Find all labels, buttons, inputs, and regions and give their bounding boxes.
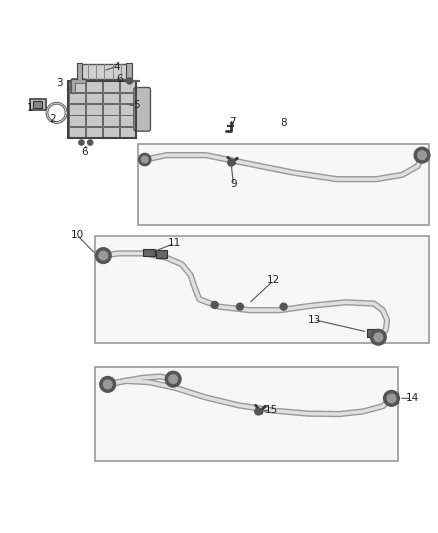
Bar	[86, 82, 102, 92]
Text: 6: 6	[116, 74, 123, 84]
Circle shape	[169, 375, 177, 383]
Text: 11: 11	[168, 238, 181, 248]
Circle shape	[141, 156, 148, 163]
Bar	[95, 236, 428, 343]
Circle shape	[100, 376, 116, 392]
Bar	[102, 104, 119, 115]
Text: 1: 1	[27, 103, 34, 114]
Bar	[120, 93, 136, 103]
Text: 2: 2	[49, 114, 56, 124]
Text: 4: 4	[113, 61, 120, 71]
Bar	[102, 116, 119, 126]
Text: 13: 13	[307, 315, 321, 325]
Bar	[155, 251, 167, 258]
Bar	[86, 104, 102, 115]
Text: 5: 5	[133, 100, 139, 110]
Bar	[81, 64, 127, 79]
Circle shape	[418, 151, 426, 159]
Bar	[144, 248, 155, 256]
Text: 12: 12	[267, 276, 280, 286]
Bar	[95, 367, 398, 461]
Text: 8: 8	[280, 118, 287, 128]
Bar	[69, 116, 85, 126]
Circle shape	[79, 140, 84, 145]
Bar	[138, 144, 428, 225]
Bar	[102, 93, 119, 103]
Circle shape	[384, 391, 399, 406]
Circle shape	[280, 303, 287, 310]
Text: 6: 6	[81, 147, 88, 157]
Circle shape	[103, 380, 112, 389]
Circle shape	[127, 78, 133, 84]
Bar	[33, 101, 42, 108]
Circle shape	[255, 408, 262, 415]
Circle shape	[237, 303, 244, 310]
Text: 10: 10	[71, 230, 84, 240]
Circle shape	[99, 251, 108, 260]
Circle shape	[139, 154, 151, 166]
Bar	[102, 82, 119, 92]
Bar	[86, 127, 102, 138]
Bar	[69, 82, 85, 92]
Bar	[68, 81, 136, 138]
Bar	[69, 127, 85, 138]
Circle shape	[414, 147, 430, 163]
Bar	[69, 104, 85, 115]
Bar	[86, 116, 102, 126]
Text: 3: 3	[57, 78, 63, 88]
Bar	[120, 104, 136, 115]
Circle shape	[371, 329, 386, 345]
Bar	[69, 93, 85, 103]
Bar	[86, 93, 102, 103]
Bar	[77, 63, 82, 79]
Bar	[120, 82, 136, 92]
Circle shape	[228, 159, 235, 166]
Bar	[102, 127, 119, 138]
Circle shape	[374, 333, 383, 342]
Circle shape	[95, 248, 111, 263]
Circle shape	[211, 302, 218, 309]
FancyBboxPatch shape	[134, 87, 150, 131]
Circle shape	[387, 394, 396, 402]
Bar	[120, 116, 136, 126]
Text: 15: 15	[265, 405, 278, 415]
Bar	[127, 63, 132, 79]
Circle shape	[165, 372, 181, 387]
Text: 9: 9	[230, 180, 237, 189]
Text: 14: 14	[405, 393, 419, 403]
Bar	[367, 329, 379, 337]
Text: 7: 7	[229, 117, 235, 126]
Bar	[120, 127, 136, 138]
Bar	[30, 99, 46, 110]
Circle shape	[88, 140, 93, 145]
Bar	[388, 393, 398, 403]
